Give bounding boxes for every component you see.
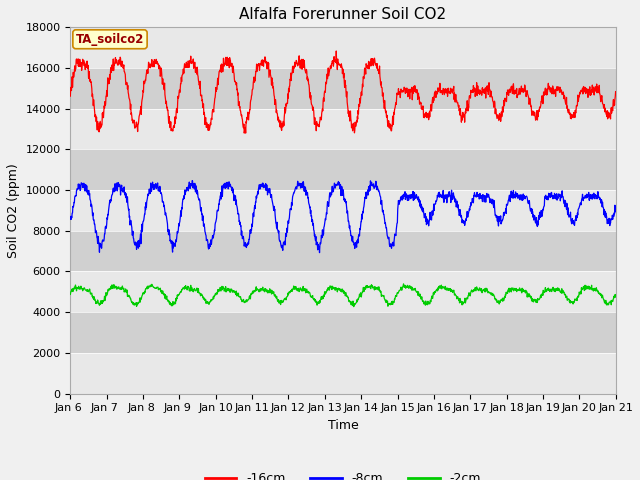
Bar — [70, 27, 616, 68]
Bar — [70, 190, 616, 231]
Bar — [70, 68, 616, 108]
Bar — [70, 108, 616, 149]
Y-axis label: Soil CO2 (ppm): Soil CO2 (ppm) — [7, 163, 20, 258]
Legend: -16cm, -8cm, -2cm: -16cm, -8cm, -2cm — [200, 467, 486, 480]
Bar — [70, 312, 616, 353]
Bar — [70, 353, 616, 394]
Text: TA_soilco2: TA_soilco2 — [76, 33, 144, 46]
X-axis label: Time: Time — [328, 419, 358, 432]
Bar — [70, 149, 616, 190]
Title: Alfalfa Forerunner Soil CO2: Alfalfa Forerunner Soil CO2 — [239, 7, 447, 22]
Bar — [70, 272, 616, 312]
Bar — [70, 231, 616, 272]
